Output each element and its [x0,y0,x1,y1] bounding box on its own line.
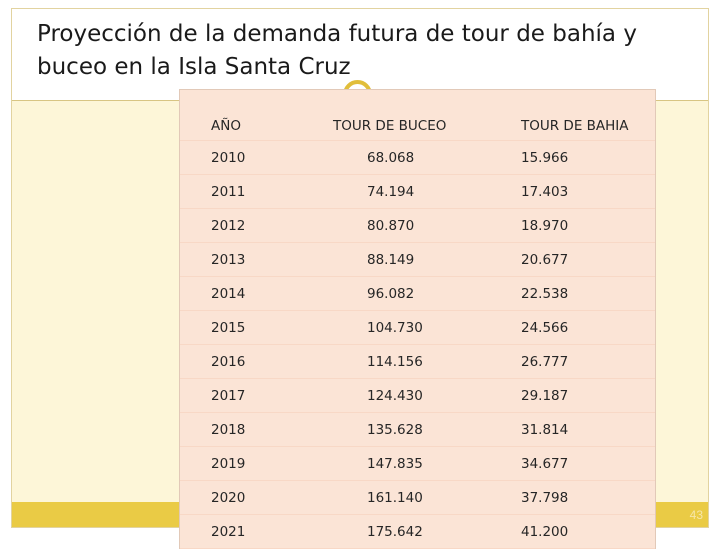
cell-bay-tour: 41.200 [514,514,655,549]
cell-year: 2012 [180,208,303,243]
cell-diving-tour: 175.642 [303,514,514,549]
cell-diving-tour: 114.156 [303,344,514,379]
cell-bay-tour: 34.677 [514,446,655,481]
demand-projection-table: AÑO TOUR DE BUCEO TOUR DE BAHIA 2010 68.… [180,90,655,549]
cell-bay-tour: 24.566 [514,310,655,345]
cell-year: 2016 [180,344,303,379]
table-row: 2021 175.642 41.200 [180,514,655,549]
table-row: 2013 88.149 20.677 [180,242,655,277]
cell-year: 2021 [180,514,303,549]
cell-diving-tour: 124.430 [303,378,514,413]
column-header-diving-tour: TOUR DE BUCEO [303,90,514,141]
cell-diving-tour: 135.628 [303,412,514,447]
cell-diving-tour: 161.140 [303,480,514,515]
column-header-bay-tour: TOUR DE BAHIA [514,90,655,141]
table-row: 2012 80.870 18.970 [180,208,655,243]
cell-bay-tour: 15.966 [514,140,655,175]
table-row: 2014 96.082 22.538 [180,276,655,311]
table-header-row: AÑO TOUR DE BUCEO TOUR DE BAHIA [180,90,655,141]
table-row: 2019 147.835 34.677 [180,446,655,481]
cell-year: 2017 [180,378,303,413]
cell-year: 2013 [180,242,303,277]
table-row: 2015 104.730 24.566 [180,310,655,345]
slide-title: Proyección de la demanda futura de tour … [37,21,637,80]
cell-diving-tour: 68.068 [303,140,514,175]
page-number: 43 [689,508,703,522]
table-row: 2020 161.140 37.798 [180,480,655,515]
cell-bay-tour: 37.798 [514,480,655,515]
cell-year: 2010 [180,140,303,175]
cell-bay-tour: 17.403 [514,174,655,209]
table-row: 2011 74.194 17.403 [180,174,655,209]
cell-year: 2015 [180,310,303,345]
cell-diving-tour: 104.730 [303,310,514,345]
cell-diving-tour: 96.082 [303,276,514,311]
table-row: 2016 114.156 26.777 [180,344,655,379]
cell-diving-tour: 80.870 [303,208,514,243]
cell-year: 2018 [180,412,303,447]
cell-year: 2014 [180,276,303,311]
table-row: 2010 68.068 15.966 [180,140,655,175]
cell-bay-tour: 26.777 [514,344,655,379]
cell-diving-tour: 74.194 [303,174,514,209]
cell-year: 2020 [180,480,303,515]
cell-diving-tour: 88.149 [303,242,514,277]
cell-diving-tour: 147.835 [303,446,514,481]
cell-year: 2019 [180,446,303,481]
column-header-year: AÑO [180,90,303,141]
table-row: 2018 135.628 31.814 [180,412,655,447]
cell-bay-tour: 29.187 [514,378,655,413]
cell-bay-tour: 18.970 [514,208,655,243]
table-row: 2017 124.430 29.187 [180,378,655,413]
cell-bay-tour: 31.814 [514,412,655,447]
cell-year: 2011 [180,174,303,209]
cell-bay-tour: 20.677 [514,242,655,277]
cell-bay-tour: 22.538 [514,276,655,311]
